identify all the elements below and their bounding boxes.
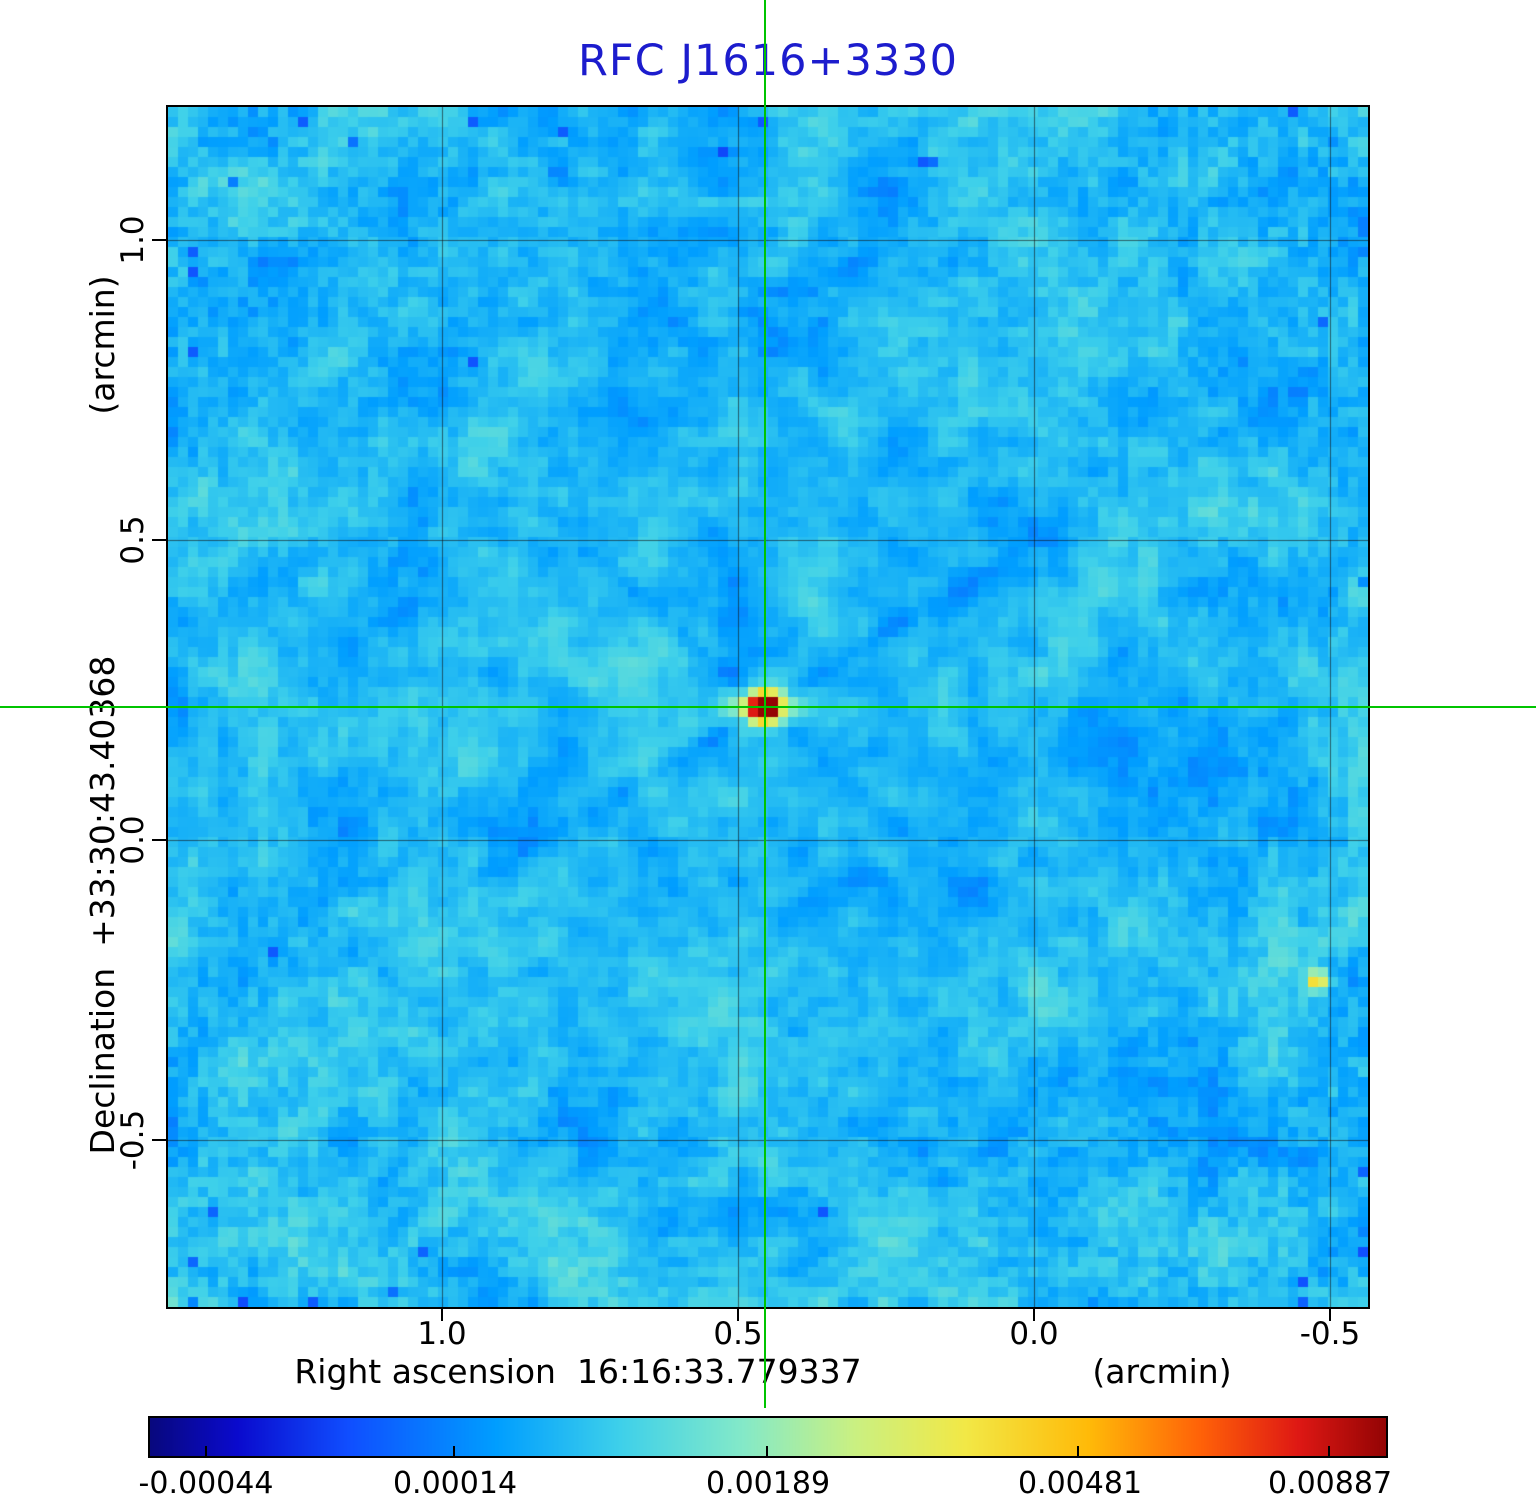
colorbar-tick-mark [766, 1446, 768, 1456]
x-tick-mark [441, 1309, 443, 1321]
colorbar-tick-label: 0.00014 [392, 1466, 518, 1501]
y-tick-label: 0.5 [115, 515, 151, 565]
y-tick-mark [152, 839, 166, 841]
y-tick-label: 1.0 [115, 215, 151, 265]
x-tick-label: 0.0 [1009, 1316, 1059, 1352]
x-tick-label: 0.5 [713, 1316, 763, 1352]
crosshair-vertical-line [763, 0, 766, 1408]
x-tick-label: -0.5 [1299, 1316, 1361, 1352]
colorbar-tick-mark [205, 1446, 207, 1456]
x-tick-mark [737, 1309, 739, 1321]
plot-title: RFC J1616+3330 [578, 36, 958, 86]
colorbar [148, 1416, 1388, 1458]
colorbar-tick-mark [453, 1446, 455, 1456]
x-axis-unit-label: (arcmin) [1092, 1352, 1232, 1391]
colorbar-tick-label: 0.00189 [705, 1466, 831, 1501]
crosshair-horizontal-line [0, 706, 1536, 708]
x-axis-label: Right ascension 16:16:33.779337 [294, 1352, 862, 1391]
colorbar-gradient [150, 1418, 1386, 1456]
y-tick-mark [152, 1139, 166, 1141]
colorbar-tick-mark [1328, 1446, 1330, 1456]
x-tick-label: 1.0 [417, 1316, 467, 1352]
y-tick-mark [152, 539, 166, 541]
y-tick-label: -0.5 [115, 1109, 151, 1171]
y-tick-label: 0.0 [115, 815, 151, 865]
x-tick-mark [1329, 1309, 1331, 1321]
y-tick-mark [152, 239, 166, 241]
colorbar-tick-label: 0.00887 [1267, 1466, 1393, 1501]
colorbar-tick-mark [1077, 1446, 1079, 1456]
colorbar-tick-label: -0.00044 [138, 1466, 274, 1501]
x-tick-mark [1033, 1309, 1035, 1321]
colorbar-tick-label: 0.00481 [1017, 1466, 1143, 1501]
